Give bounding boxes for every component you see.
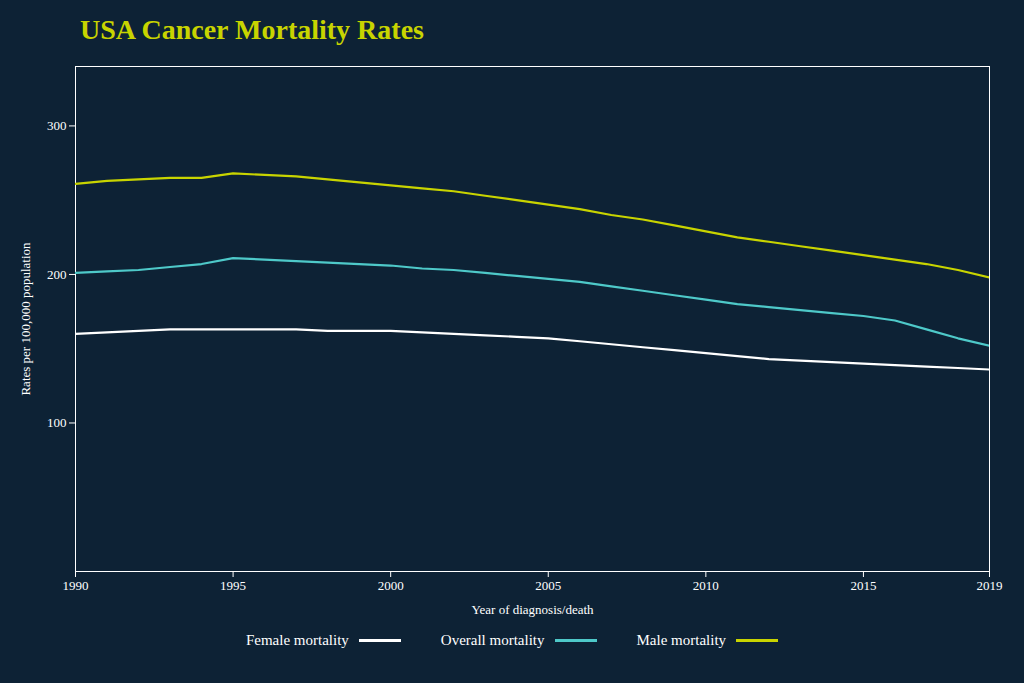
html-text:Male mortality: Male mortality <box>636 632 727 648</box>
svg-text:2005: 2005 <box>535 578 561 593</box>
svg-text:200: 200 <box>47 267 67 282</box>
svg-text:Year of diagnosis/death: Year of diagnosis/death <box>471 602 594 617</box>
svg-text:2010: 2010 <box>693 578 719 593</box>
svg-text:2019: 2019 <box>977 578 1003 593</box>
svg-text:1990: 1990 <box>63 578 89 593</box>
html-text:Overall mortality: Overall mortality <box>440 632 545 648</box>
html-text:Female mortality: Female mortality <box>245 632 349 648</box>
svg-text:Rates per 100,000 population: Rates per 100,000 population <box>18 242 33 396</box>
svg-text:1995: 1995 <box>220 578 246 593</box>
html-text:USA Cancer Mortality Rates: USA Cancer Mortality Rates <box>80 14 424 45</box>
svg-text:2015: 2015 <box>850 578 876 593</box>
svg-text:300: 300 <box>47 118 67 133</box>
svg-text:100: 100 <box>47 415 67 430</box>
svg-text:2000: 2000 <box>378 578 404 593</box>
